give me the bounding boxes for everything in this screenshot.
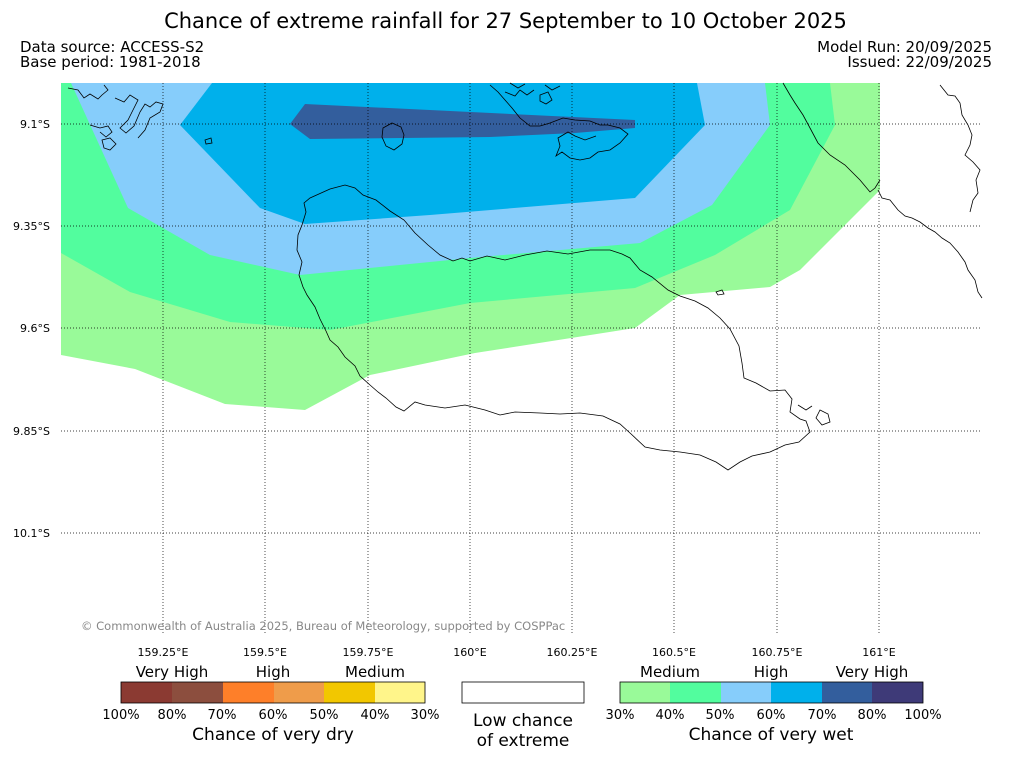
legend-dry-tick: 100% [102,708,139,723]
legend-wet-swatch [670,682,721,703]
lon-label: 159.5°E [243,646,287,659]
data-source: Data source: ACCESS-S2 [20,38,205,56]
legend-wet-tick: 60% [757,708,786,723]
legend-dry-tick: 60% [259,708,288,723]
legend-dry-swatch [375,682,425,703]
legend-wet-tick: 80% [858,708,887,723]
latitude-labels: 9.1°S 9.35°S 9.6°S 9.85°S 10.1°S [13,118,50,540]
lon-label: 160.75°E [752,646,803,659]
probability-zones [61,83,880,410]
legend-neutral-caption-line1: Low chance [473,711,573,731]
legend-dry-swatch [274,682,324,703]
longitude-labels: 159.25°E 159.5°E 159.75°E 160°E 160.25°E… [138,646,896,659]
lon-label: 161°E [862,646,895,659]
legend-wet-swatch [872,682,923,703]
legend-dry-tick: 70% [208,708,237,723]
legend-dry-category: Very High [136,663,209,681]
legend-dry-frame [120,681,426,704]
legend-wet-category: Medium [640,663,700,681]
legend-wet-caption: Chance of very wet [689,725,854,745]
coastline-florida-islands [489,84,629,161]
legend-wet-swatch [822,682,872,703]
lat-label: 9.35°S [13,220,50,233]
legend-wet: Medium High Very High 30% 40% 50% 60% 70… [606,663,942,745]
legend-dry-swatch [172,682,223,703]
legend-dry-category: Medium [345,663,405,681]
coastlines [67,82,983,471]
legend-wet-swatch [721,682,771,703]
legend-dry-tick: 50% [310,708,339,723]
legend-dry-tick: 30% [411,708,440,723]
source-info: Data source: ACCESS-S2 Base period: 1981… [20,40,204,70]
copyright-credit: © Commonwealth of Australia 2025, Bureau… [81,619,565,633]
lat-label: 9.85°S [13,425,50,438]
coastline-main-island [296,184,811,471]
legend-wet-swatch [620,682,670,703]
legend-dry-swatch [223,682,274,703]
coastline-small-islet [204,137,213,145]
legend-dry-swatch [121,682,172,703]
legend-wet-frame [619,681,924,704]
legend-dry-category: High [256,663,290,681]
issued-date: Issued: 22/09/2025 [847,53,992,71]
legend-wet-tick: 100% [904,708,941,723]
legend-neutral-caption-line2: of extreme [477,731,570,751]
map-title: Chance of extreme rainfall for 27 Septem… [164,9,847,33]
legend-dry-caption: Chance of very dry [192,725,354,745]
lon-label: 159.75°E [343,646,394,659]
legend-wet-category: Very High [836,663,909,681]
lat-label: 10.1°S [13,527,50,540]
legend-wet-tick: 30% [606,708,635,723]
legend-dry: Very High High Medium 100% 80% 70% 60% 5… [102,663,439,745]
base-period: Base period: 1981-2018 [20,53,201,71]
legend-dry-swatch [324,682,375,703]
legend-wet-tick: 50% [706,708,735,723]
coastline-malaita [782,82,983,299]
coastline-southeast-islets [715,289,831,426]
lon-label: 160.5°E [652,646,696,659]
lon-label: 159.25°E [138,646,189,659]
graticule [61,83,982,634]
legend-neutral-swatch [461,681,585,704]
coastline-northwest-islands [67,84,164,151]
lat-label: 9.6°S [20,322,50,335]
lat-label: 9.1°S [20,118,50,131]
legend-wet-category: High [754,663,788,681]
legend-dry-tick: 80% [158,708,187,723]
model-run: Model Run: 20/09/2025 [817,38,992,56]
lon-label: 160.25°E [547,646,598,659]
coastline-north-reef [509,82,561,91]
lon-label: 160°E [453,646,486,659]
zone-wet-very-high [290,104,635,139]
run-info: Model Run: 20/09/2025 Issued: 22/09/2025 [817,40,992,70]
legend-wet-tick: 70% [808,708,837,723]
legend-wet-swatch [771,682,822,703]
legend-dry-tick: 40% [361,708,390,723]
legend-neutral: Low chance of extreme [461,681,585,751]
legend-wet-tick: 40% [656,708,685,723]
